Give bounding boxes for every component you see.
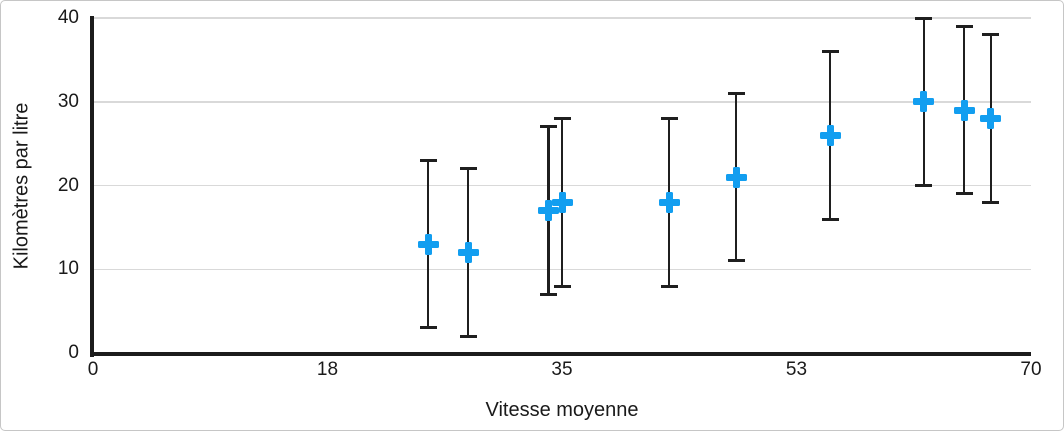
error-bar-cap-top — [419, 158, 437, 162]
error-bar-cap-bottom — [915, 184, 933, 187]
y-tick-label-30: 30 — [57, 90, 79, 112]
error-bar-cap-bottom — [727, 259, 745, 263]
error-bar-cap-top — [459, 167, 477, 171]
error-bar-cap-bottom — [553, 284, 571, 288]
data-point-marker — [913, 91, 935, 113]
error-bar-cap-bottom — [540, 292, 558, 296]
x-tick-label-0: 0 — [87, 359, 99, 380]
x-tick-label-18: 18 — [316, 359, 339, 380]
marker-horizontal-bar — [725, 173, 747, 181]
marker-horizontal-bar — [658, 198, 680, 206]
marker-horizontal-bar — [953, 106, 975, 114]
y-axis-line — [90, 16, 94, 357]
error-bar-cap-top — [553, 117, 571, 120]
data-point-marker — [725, 166, 747, 188]
marker-horizontal-bar — [819, 131, 841, 139]
data-point-marker — [819, 124, 841, 146]
data-point-marker — [980, 108, 1002, 129]
error-bar-cap-bottom — [821, 217, 839, 221]
y-tick-label-20: 20 — [57, 174, 79, 196]
error-bar-cap-bottom — [459, 334, 477, 338]
data-point-marker — [417, 233, 439, 255]
error-bar-cap-bottom — [660, 284, 678, 288]
data-point-marker — [538, 200, 560, 222]
error-bar-cap-top — [727, 91, 745, 95]
data-point-marker — [658, 191, 680, 213]
x-tick-label-35: 35 — [551, 359, 573, 380]
plot-area — [93, 16, 1031, 353]
x-axis-line — [90, 352, 1031, 356]
data-point-marker — [953, 99, 975, 121]
error-bar-cap-bottom — [419, 326, 437, 330]
x-axis-title: Vitesse moyenne — [485, 399, 639, 421]
gridline-y-40 — [93, 17, 1031, 19]
x-tick-label-53: 53 — [785, 359, 808, 380]
y-tick-label-40: 40 — [57, 7, 79, 28]
error-bar-cap-top — [955, 24, 973, 28]
error-bar-cap-top — [915, 16, 933, 20]
marker-horizontal-bar — [551, 198, 573, 206]
data-point-marker — [457, 242, 479, 263]
error-bar-cap-top — [982, 33, 1000, 37]
data-point-marker — [551, 191, 573, 213]
error-bar-cap-bottom — [982, 200, 1000, 204]
gridline-y-30 — [93, 101, 1031, 103]
error-bar-cap-top — [660, 117, 678, 120]
error-bar-cap-bottom — [955, 192, 973, 196]
error-bar-cap-top — [821, 50, 839, 53]
marker-horizontal-bar — [538, 207, 560, 215]
marker-horizontal-bar — [980, 115, 1002, 122]
error-bar-cap-top — [540, 125, 558, 129]
marker-horizontal-bar — [913, 98, 935, 106]
y-tick-label-0: 0 — [68, 342, 79, 363]
marker-horizontal-bar — [417, 240, 439, 248]
marker-horizontal-bar — [457, 249, 479, 256]
y-tick-label-10: 10 — [57, 258, 79, 280]
x-tick-label-70: 70 — [1020, 359, 1042, 380]
